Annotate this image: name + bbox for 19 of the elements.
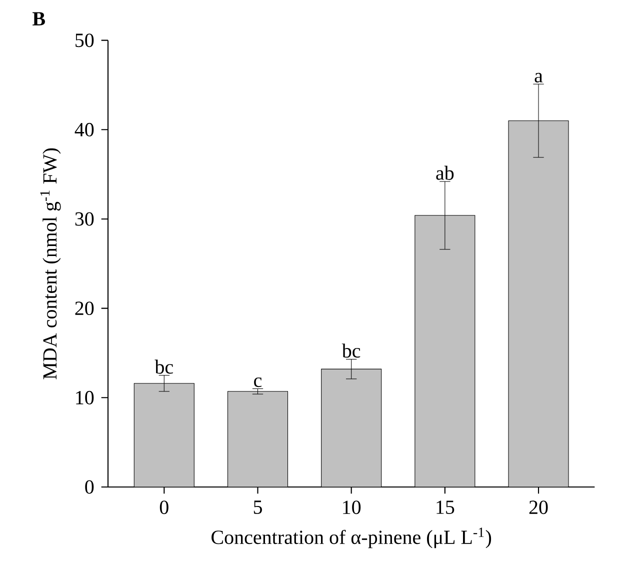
x-tick-label: 20 <box>529 500 548 514</box>
y-tick-label: 30 <box>75 212 94 226</box>
x-tick-label: 10 <box>343 500 361 514</box>
chart-title: B <box>32 12 45 26</box>
y-tick-label: 0 <box>85 480 94 494</box>
y-tick-label: 50 <box>76 34 94 48</box>
x-tick-label: 15 <box>436 500 454 514</box>
x-axis-title: Concentration of α-pinene (μL L$^{-1}$) <box>212 528 492 548</box>
x-tick-label: 0 <box>160 500 168 514</box>
annotation: bc <box>342 344 360 358</box>
annotation: ab <box>436 166 454 180</box>
annotation: a <box>534 72 543 82</box>
y-tick-label: 40 <box>74 122 94 136</box>
y-axis-title: MDA content (nmol g$^{-1}$ FW) <box>40 148 61 380</box>
x-tick-label: 5 <box>254 500 262 514</box>
y-tick-label: 20 <box>75 302 94 316</box>
annotation: c <box>254 378 262 388</box>
annotation: bc <box>154 360 173 374</box>
y-tick-label: 10 <box>76 390 94 404</box>
